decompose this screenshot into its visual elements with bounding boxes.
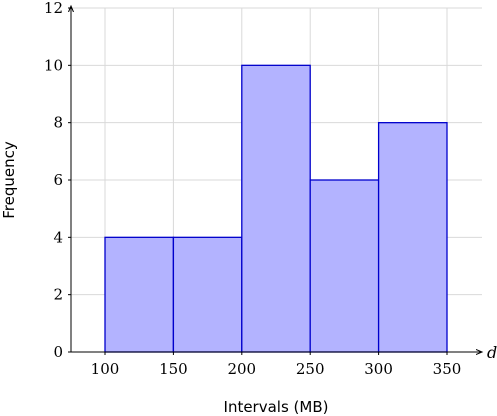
histogram-bar-100-150: [104, 236, 175, 353]
histogram-bar-200-250: [241, 64, 311, 353]
y-tick-label-12: 12: [44, 0, 63, 17]
y-tick-label-6: 6: [53, 171, 63, 189]
ticks: 0 2 4 6 8 10 12 100 150 200 250 300 350: [44, 0, 461, 378]
x-tick-label-150: 150: [159, 360, 188, 378]
x-tick-label-100: 100: [91, 360, 120, 378]
x-tick-label-250: 250: [296, 360, 325, 378]
y-tick-label-2: 2: [53, 286, 63, 304]
x-tick-label-350: 350: [433, 360, 462, 378]
y-tick-label-4: 4: [53, 228, 63, 246]
x-axis-title: Intervals (MB): [224, 398, 329, 416]
histogram-bar-300-350: [377, 122, 448, 353]
histogram-bar-150-200: [172, 236, 243, 353]
y-tick-label-0: 0: [53, 343, 63, 361]
x-axis-variable: d: [487, 343, 497, 362]
x-tick-label-300: 300: [364, 360, 393, 378]
y-tick-label-10: 10: [44, 56, 63, 74]
histogram-bar-250-300: [309, 179, 380, 353]
y-tick-label-8: 8: [53, 114, 63, 132]
y-axis-title: Frequency: [0, 141, 18, 219]
x-tick-label-200: 200: [227, 360, 256, 378]
bars: [104, 64, 448, 353]
